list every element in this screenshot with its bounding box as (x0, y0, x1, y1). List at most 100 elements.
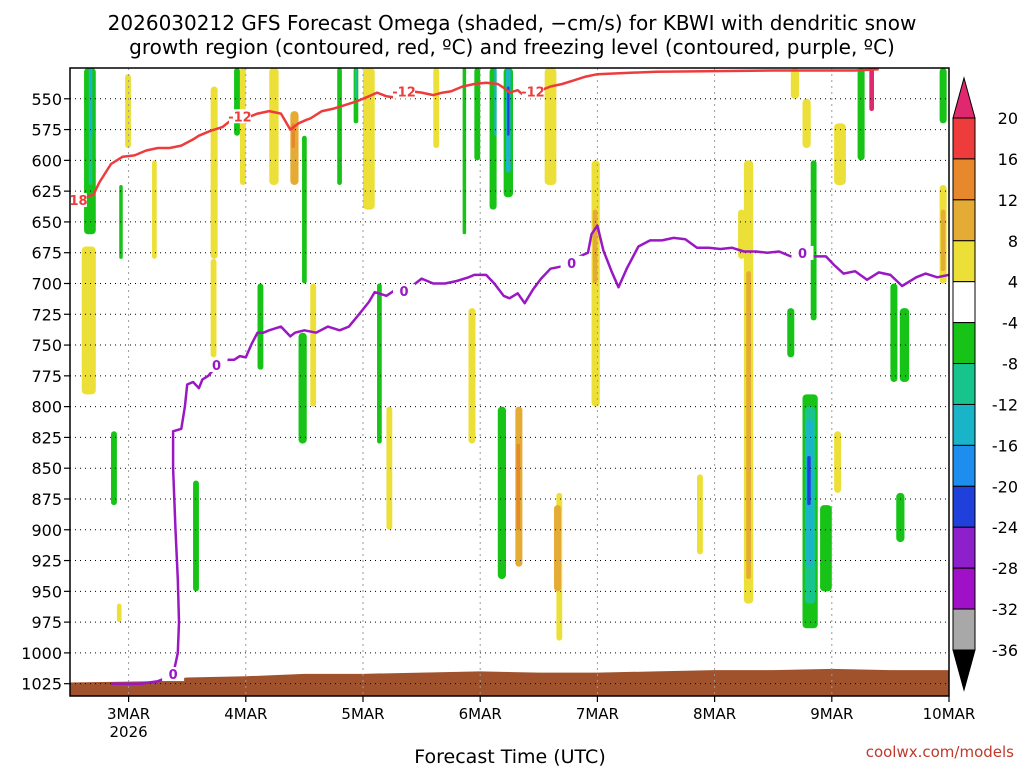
omega-cell-12 (210, 86, 218, 259)
omega-cell-9 (152, 160, 157, 259)
contour-label: 0 (399, 285, 408, 300)
contour-label: -18 (64, 194, 88, 209)
omega-cell-51 (810, 160, 817, 321)
chart-title-line2: growth region (contoured, red, ºC) and f… (129, 35, 895, 59)
omega-cell-28 (433, 68, 440, 149)
colorbar-tick-label: 16 (998, 150, 1018, 169)
omega-cell-29 (462, 68, 467, 235)
x-tick-label: 9MAR (810, 705, 853, 723)
colorbar-tick-label: 4 (1008, 273, 1018, 292)
omega-cell-2 (89, 68, 93, 136)
colorbar-tick-label: -24 (992, 518, 1018, 537)
contour-label-bg (791, 245, 814, 260)
colorbar-tick-label: -36 (992, 641, 1018, 660)
omega-cell-62 (890, 283, 898, 382)
y-tick-label: 825 (31, 428, 62, 447)
omega-cell-44 (592, 209, 598, 284)
y-tick-label: 975 (31, 613, 62, 632)
x-tick-label: 4MAR (224, 705, 267, 723)
omega-cell-6 (125, 74, 131, 149)
x-tick-label: 10MAR (923, 705, 976, 723)
omega-cell-19 (302, 135, 307, 284)
omega-cell-39 (516, 443, 521, 530)
omega-cell-59 (834, 431, 842, 493)
colorbar-bin (952, 199, 976, 242)
colorbar-bin (952, 158, 976, 201)
omega-cell-10 (210, 258, 217, 358)
terrain-fill (70, 668, 949, 696)
y-tick-label: 725 (31, 305, 62, 324)
x-tick-label: 5MAR (341, 705, 384, 723)
colorbar-top-arrow (952, 76, 976, 119)
omega-cell-61 (869, 68, 874, 112)
colorbar-bin (952, 240, 976, 283)
y-tick-label: 1025 (21, 675, 62, 694)
omega-cell-31 (474, 68, 481, 161)
omega-cell-45 (697, 474, 703, 555)
contour-label: -12 (521, 86, 545, 101)
colorbar-tick-label: -16 (992, 436, 1018, 455)
y-tick-label: 950 (31, 582, 62, 601)
x-tick-sublabel: 2026 (110, 723, 148, 741)
grid-lines (70, 68, 949, 696)
omega-cell-24 (354, 68, 358, 99)
credit-link[interactable]: coolwx.com/models (866, 743, 1014, 761)
colorbar-bin (952, 363, 976, 405)
colorbar-tick-label: 8 (1008, 232, 1018, 251)
omega-cell-16 (269, 68, 279, 185)
y-tick-label: 675 (31, 244, 62, 263)
omega-cell-46 (738, 209, 746, 259)
omega-cell-8 (116, 603, 122, 623)
plot-frame (69, 67, 950, 697)
omega-cell-49 (790, 68, 799, 99)
omega-cell-63 (899, 308, 910, 382)
colorbar-bin (952, 444, 976, 487)
omega-cell-64 (896, 492, 905, 543)
omega-cell-14 (239, 68, 246, 185)
colorbar-tick-label: -28 (992, 559, 1018, 578)
omega-cell-34 (497, 406, 506, 580)
y-tick-label: 925 (31, 552, 62, 571)
y-tick-label: 625 (31, 182, 62, 201)
contour-label: 0 (212, 359, 221, 374)
chart-title-line1: 2026030212 GFS Forecast Omega (shaded, −… (108, 11, 917, 35)
y-tick-label: 1000 (21, 644, 62, 663)
omega-cell-20 (298, 332, 307, 444)
contour-label: -12 (228, 110, 252, 125)
colorbar-bin (952, 567, 976, 610)
colorbar-tick-label: -20 (992, 477, 1018, 496)
y-tick-label: 600 (31, 151, 62, 170)
omega-cell-57 (820, 505, 832, 592)
omega-cell-5 (81, 246, 96, 395)
contour-label: -12 (392, 86, 416, 101)
omega-cell-25 (363, 68, 375, 210)
contour-label-bg (393, 84, 416, 99)
contour-label: 0 (169, 668, 178, 683)
omega-cell-37 (507, 86, 510, 136)
colorbar-tick-label: 12 (998, 191, 1018, 210)
omega-cell-33 (494, 68, 497, 136)
omega-cell-56 (807, 455, 811, 506)
omega-cell-17 (290, 111, 299, 185)
omega-cell-48 (746, 271, 751, 580)
y-tick-label: 850 (31, 459, 62, 478)
colorbar-bin (952, 526, 976, 569)
omega-cell-50 (802, 98, 811, 149)
x-tick-label: 7MAR (576, 705, 619, 723)
y-tick-label: 900 (31, 521, 62, 540)
colorbar-bin (952, 117, 976, 160)
contour-label-bg (521, 84, 544, 99)
colorbar-bin (952, 322, 976, 365)
colorbar-tick-label: -32 (992, 600, 1018, 619)
contour-line-1 (111, 224, 949, 685)
colorbar-tick-label: -12 (992, 395, 1018, 414)
omega-cell-15 (257, 283, 264, 370)
omega-cell-67 (940, 209, 946, 272)
y-tick-label: 700 (31, 274, 62, 293)
omega-cell-65 (939, 68, 947, 124)
omega-cell-42 (554, 505, 562, 592)
contour-label-bg (70, 192, 87, 207)
omega-cell-58 (834, 123, 846, 185)
